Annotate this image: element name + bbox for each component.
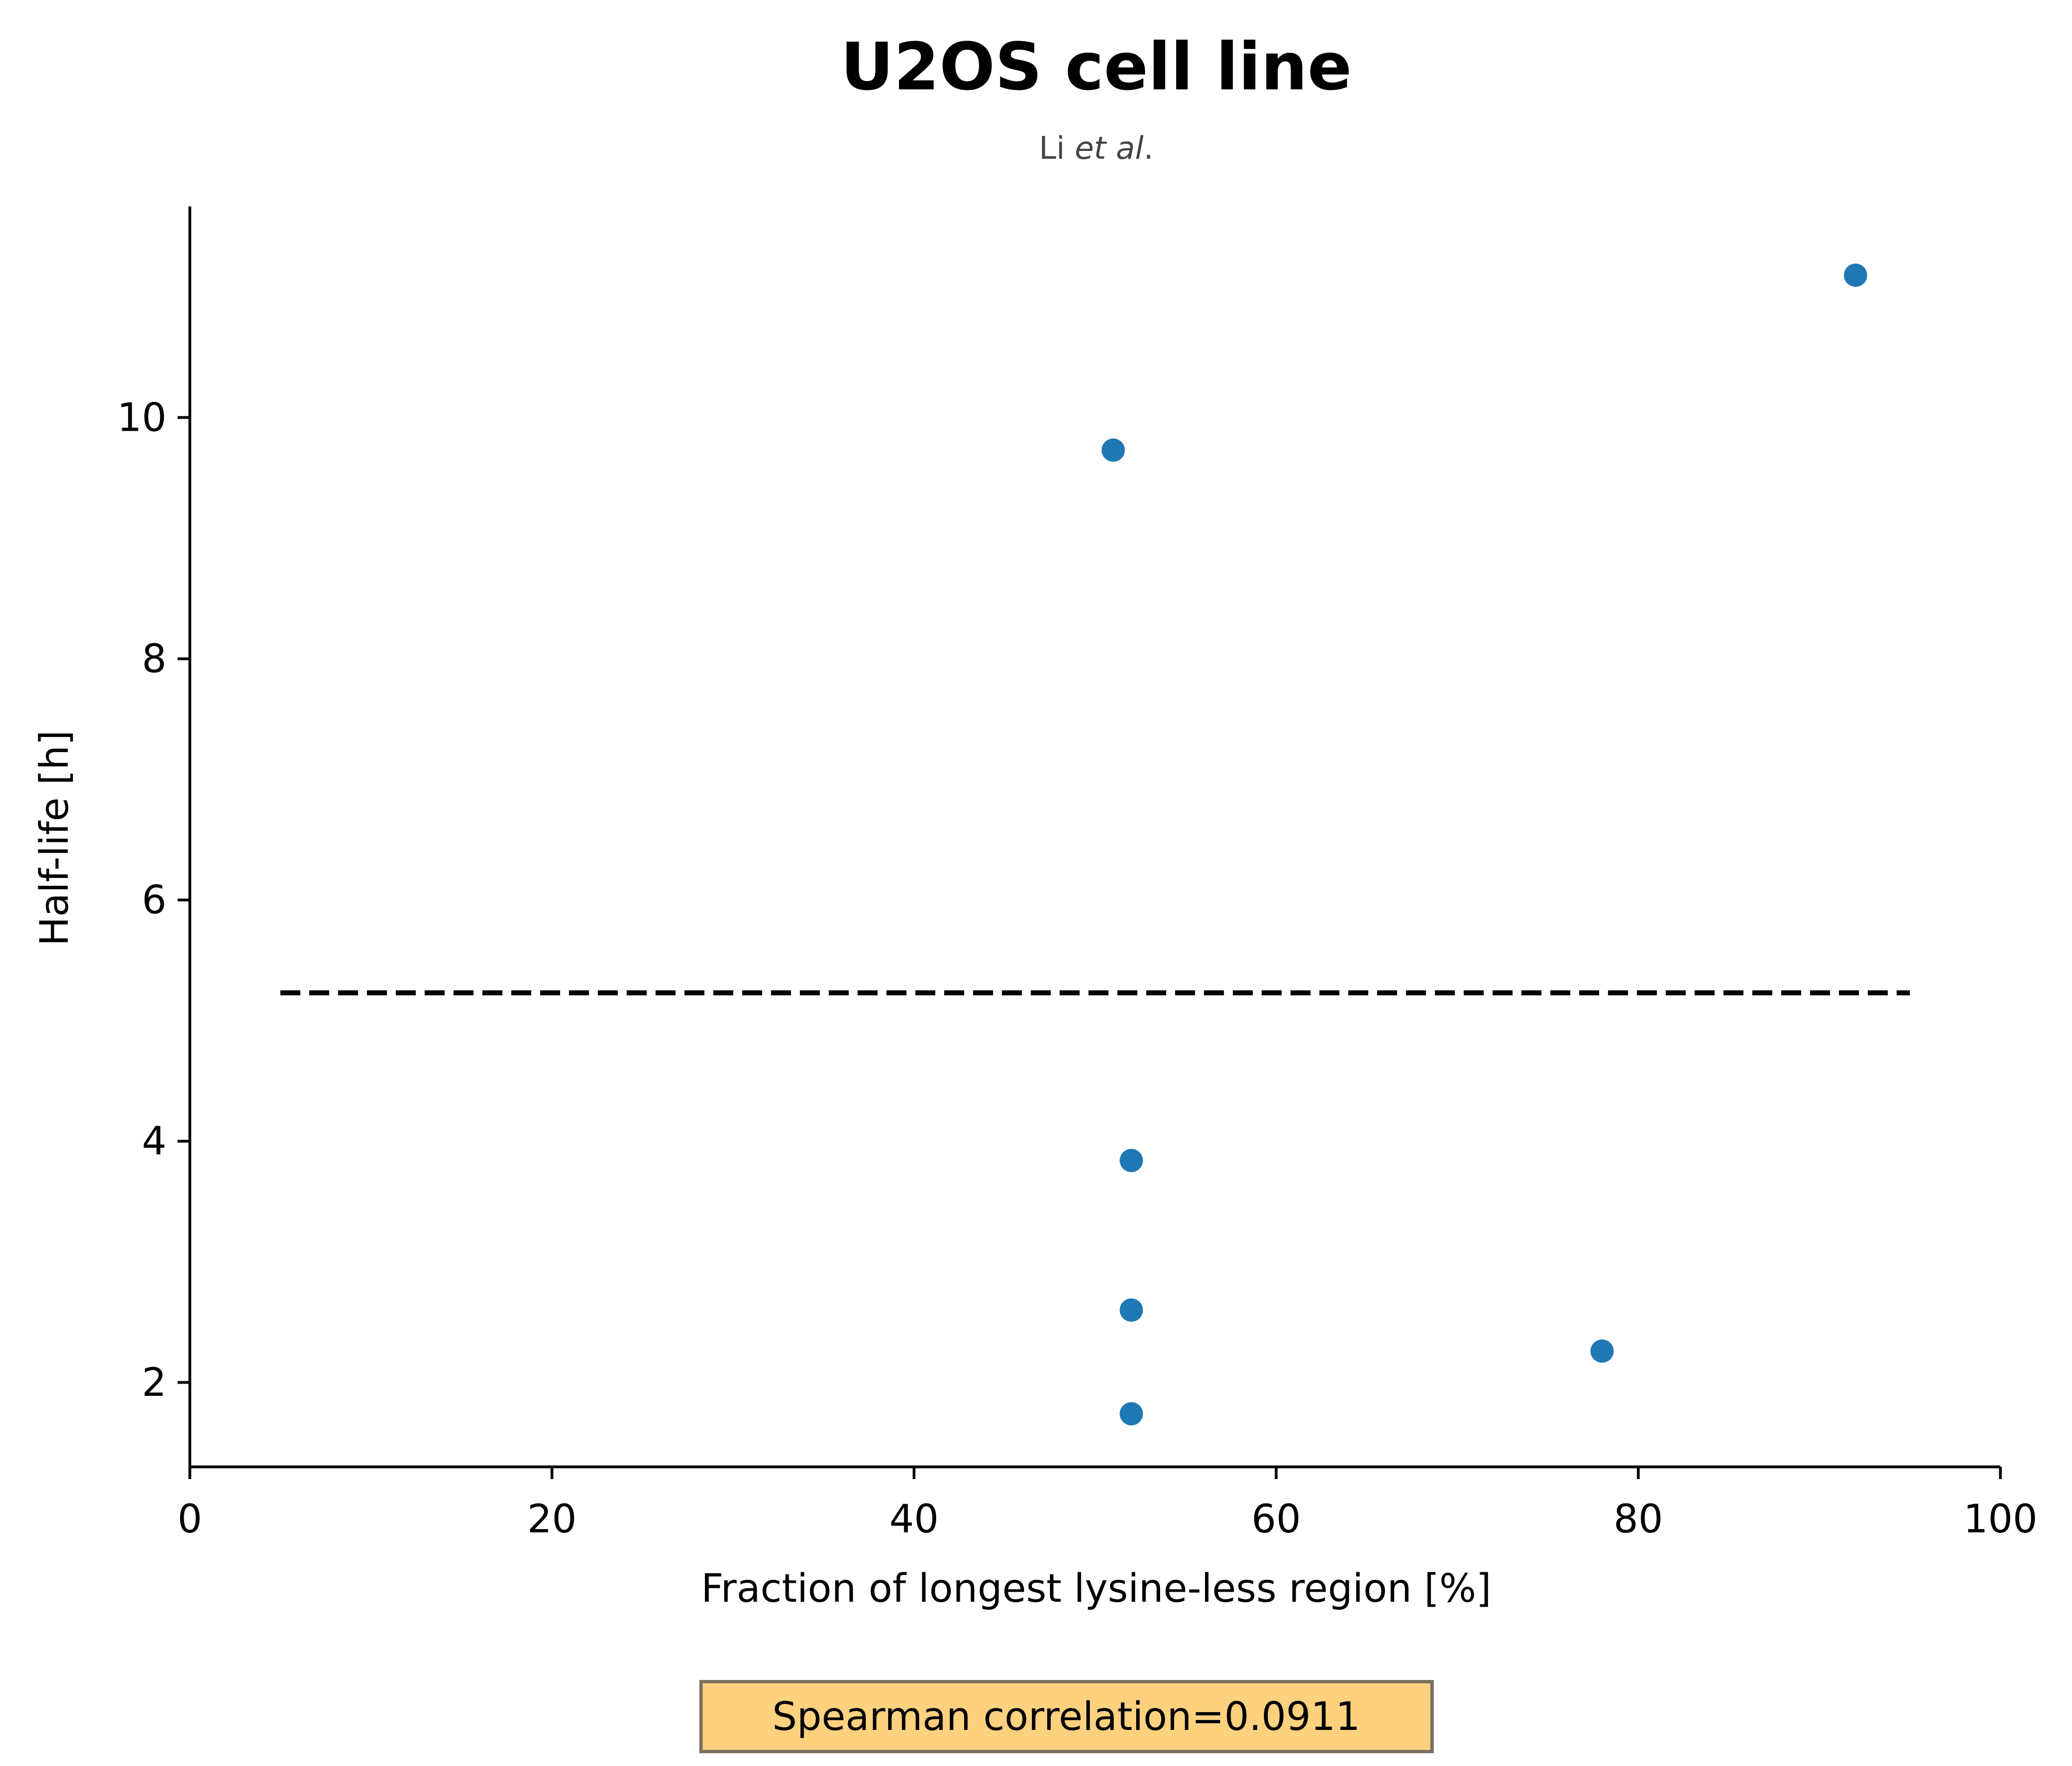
subtitle-emphasis: et al [1075,130,1144,166]
data-point [1590,1339,1614,1363]
data-point [1102,438,1125,462]
x-tick-label: 60 [1252,1496,1301,1542]
x-tick-label: 0 [178,1496,203,1542]
y-tick-label: 2 [142,1360,167,1405]
y-tick-label: 10 [117,395,167,440]
annotation-text: Spearman correlation=0.0911 [772,1694,1360,1739]
chart-subtitle: Li et al. [1039,130,1153,166]
x-axis-label: Fraction of longest lysine-less region [… [701,1566,1491,1611]
chart-title: U2OS cell line [840,28,1352,105]
x-tick-label: 40 [889,1496,939,1542]
subtitle-prefix: Li [1039,130,1075,166]
data-point [1844,264,1867,287]
y-tick-label: 8 [142,636,167,682]
data-point [1120,1402,1143,1425]
x-tick-label: 80 [1614,1496,1663,1542]
y-tick-label: 6 [142,877,167,923]
data-point [1120,1149,1143,1172]
y-axis-label: Half-life [h] [32,730,77,946]
x-tick-label: 100 [1963,1496,2038,1542]
x-tick-label: 20 [527,1496,577,1542]
subtitle-suffix: . [1143,130,1153,166]
y-tick-label: 4 [142,1118,167,1164]
data-point [1120,1298,1143,1321]
correlation-annotation: Spearman correlation=0.0911 [701,1682,1432,1752]
